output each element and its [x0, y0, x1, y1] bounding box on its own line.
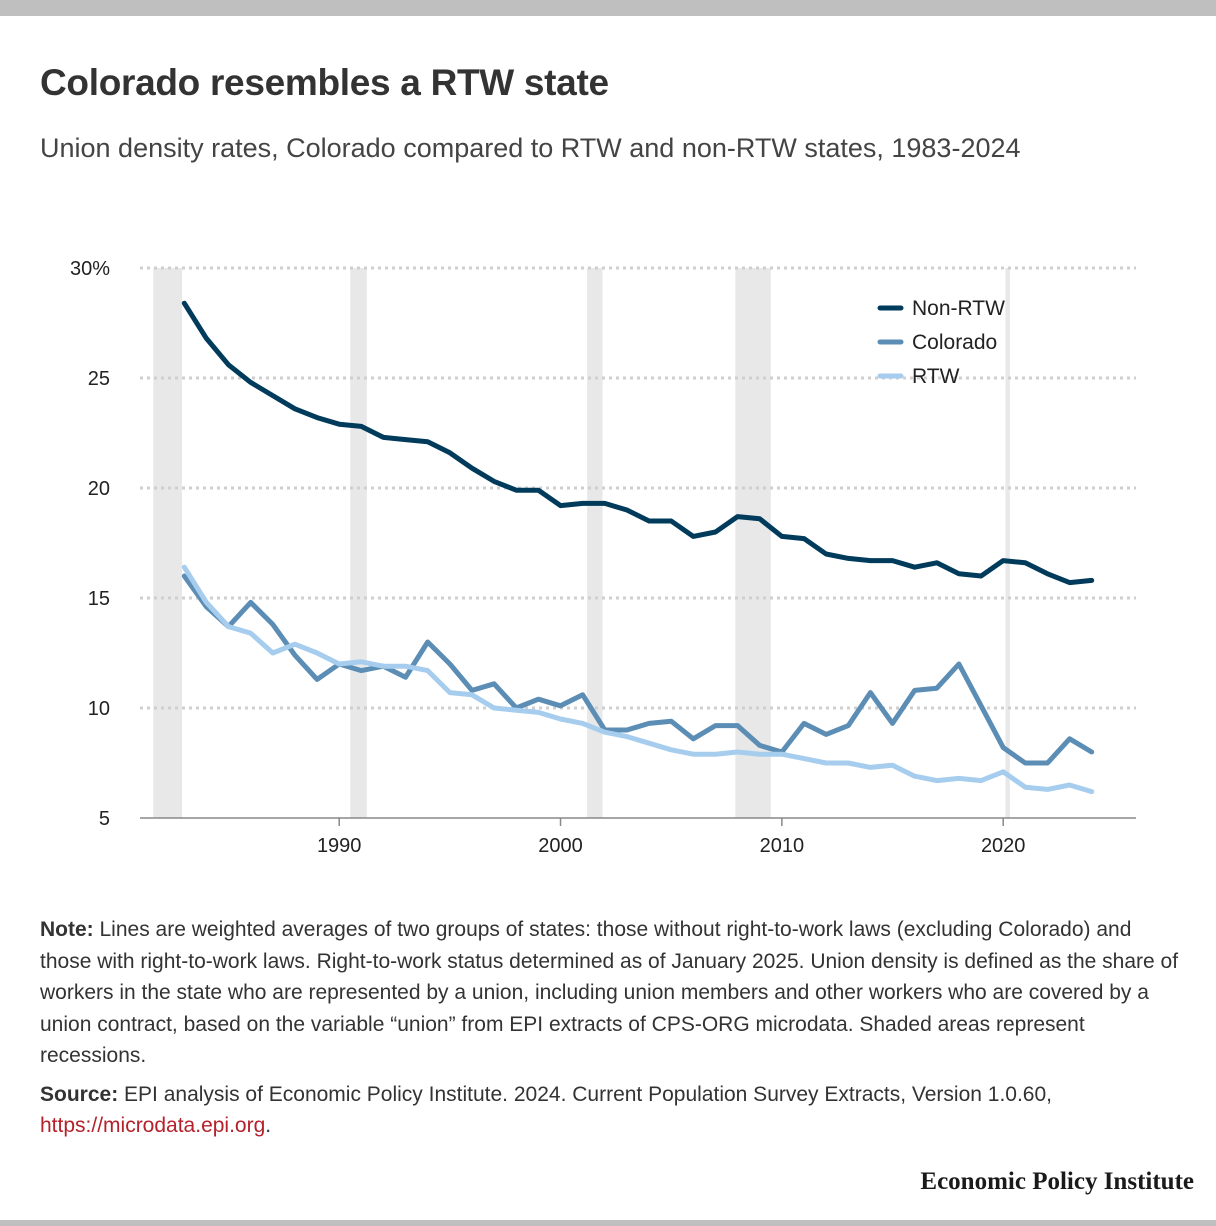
legend: Non-RTW Colorado RTW [877, 297, 1005, 388]
legend-label: Colorado [912, 331, 997, 354]
recession-band-3 [587, 268, 603, 818]
epi-logo: Economic Policy Institute [920, 1168, 1194, 1195]
gridlines [140, 266, 1136, 710]
y-tick-label: 20 [88, 478, 110, 500]
bottom-frame-bar [0, 1220, 1216, 1226]
x-tick-label: 2000 [538, 835, 583, 857]
note-label: Note: [40, 918, 94, 941]
recession-band-1 [153, 268, 183, 818]
series-lines [181, 300, 1095, 795]
x-tick-label: 2020 [981, 835, 1026, 857]
recession-band-2 [350, 268, 367, 818]
legend-label: Non-RTW [912, 297, 1005, 320]
legend-label: RTW [912, 365, 960, 388]
series-line-rtw [181, 564, 1095, 795]
y-axis: 30% 25 20 15 10 5 [70, 258, 110, 830]
x-axis: 1990 2000 2010 2020 [140, 817, 1136, 857]
x-tick-label: 1990 [317, 835, 362, 857]
note-text: Lines are weighted averages of two group… [40, 918, 1179, 1067]
series-line-non-rtw [181, 300, 1095, 586]
recession-band-4 [735, 268, 771, 818]
note-paragraph: Note: Lines are weighted averages of two… [40, 914, 1185, 1072]
notes-section: Note: Lines are weighted averages of two… [40, 914, 1185, 1149]
source-text: EPI analysis of Economic Policy Institut… [118, 1082, 1052, 1106]
chart-subtitle: Union density rates, Colorado compared t… [40, 133, 1021, 163]
source-label: Source: [40, 1082, 119, 1106]
y-tick-label: 15 [88, 588, 110, 610]
chart-title: Colorado resembles a RTW state [40, 62, 609, 103]
top-frame-bar [0, 0, 1216, 16]
y-tick-label: 25 [88, 368, 110, 390]
line-chart: 30% 25 20 15 10 5 1990 2000 2010 2020 Non-RTW Col… [0, 240, 1216, 880]
series-line-colorado [181, 573, 1095, 766]
recession-bands [153, 268, 1010, 818]
line-chart-svg: 30% 25 20 15 10 5 1990 2000 2010 2020 Non-RTW Col… [70, 258, 1136, 857]
source-link[interactable]: https://microdata.epi.org [40, 1114, 266, 1137]
recession-band-5 [1005, 268, 1010, 818]
source-paragraph: Source: EPI analysis of Economic Policy … [40, 1079, 1185, 1142]
y-tick-label: 30% [70, 258, 110, 280]
y-tick-label: 10 [88, 698, 110, 720]
source-end: . [265, 1114, 272, 1137]
y-tick-label: 5 [99, 808, 110, 830]
x-tick-label: 2010 [760, 835, 805, 857]
